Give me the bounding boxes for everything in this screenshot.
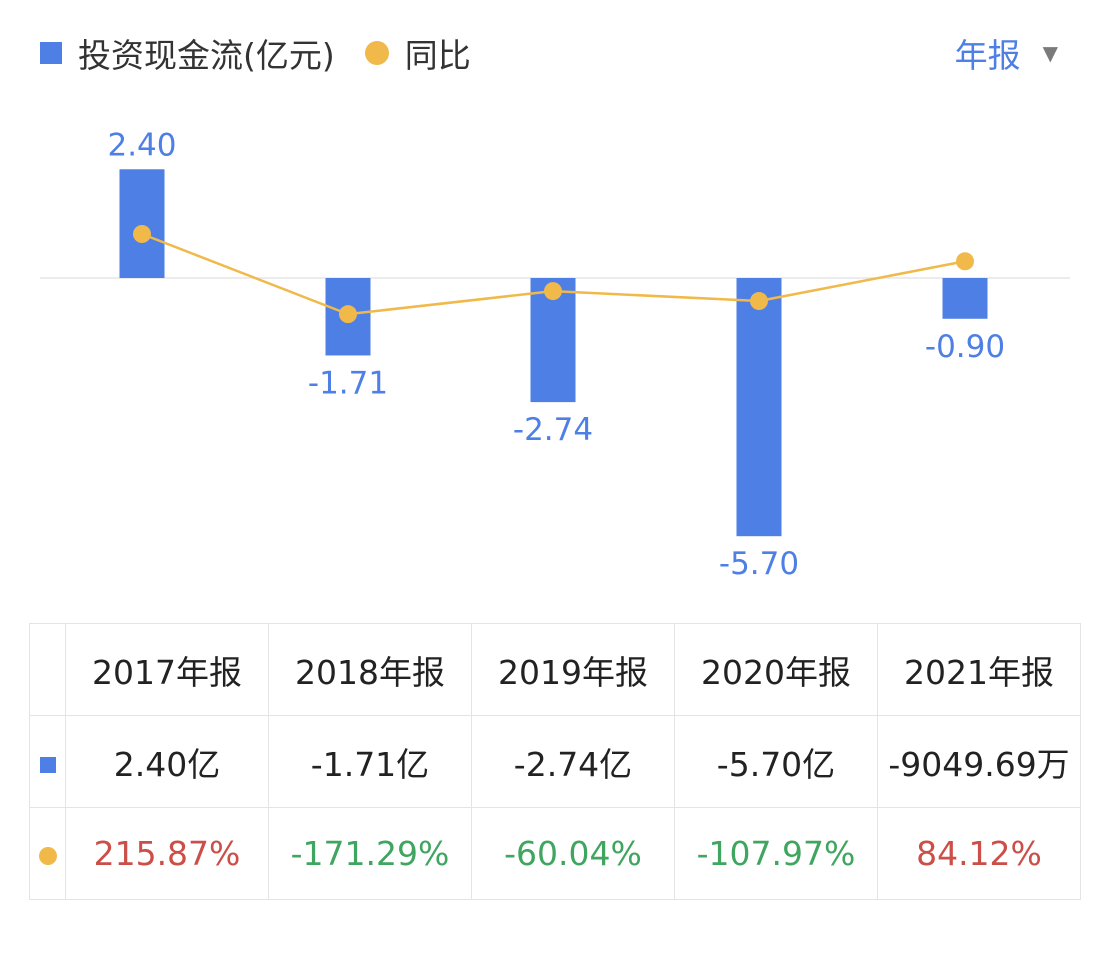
- legend-line-label: 同比: [404, 36, 471, 75]
- line-marker-cell: [29, 807, 66, 900]
- cash-flow-cell: -2.74亿: [471, 715, 675, 808]
- bar-value-label: -2.74: [513, 412, 593, 448]
- table-row-yoy: 215.87% -171.29% -60.04% -107.97% 84.12%: [29, 807, 1081, 900]
- cash-flow-cell: 2.40亿: [65, 715, 269, 808]
- yoy-point-2021年报: [956, 252, 974, 271]
- bar-2020年报: [736, 278, 782, 537]
- line-series-marker-icon: [38, 847, 57, 865]
- table-row-cash-flow: 2.40亿 -1.71亿 -2.74亿 -5.70亿 -9049.69万: [29, 715, 1081, 808]
- yoy-cell: -107.97%: [674, 807, 878, 900]
- yoy-cell: -171.29%: [268, 807, 472, 900]
- chart-legend: 投资现金流(亿元) 同比: [40, 30, 471, 76]
- yoy-cell: 215.87%: [65, 807, 269, 900]
- table-header-cell: 2018年报: [268, 623, 472, 716]
- bar-2017年报: [119, 169, 165, 278]
- period-selector[interactable]: 年报 ▼: [955, 30, 1058, 76]
- cash-flow-cell: -9049.69万: [877, 715, 1081, 808]
- caret-down-icon: ▼: [1042, 41, 1058, 65]
- table-header-cell: 2017年报: [65, 623, 269, 716]
- bar-series-marker-icon: [40, 42, 62, 64]
- cash-flow-cell: -1.71亿: [268, 715, 472, 808]
- legend-bar-label: 投资现金流(亿元): [78, 36, 335, 75]
- chart: 2.40 -1.71 -2.74 -5.70 -0.90: [40, 127, 1070, 582]
- bar-value-label: -1.71: [308, 365, 388, 401]
- yoy-point-2020年报: [750, 292, 768, 311]
- data-table: 2017年报 2018年报 2019年报 2020年报 2021年报 2.40亿…: [29, 623, 1081, 900]
- bar-series-marker-icon: [39, 757, 56, 773]
- bar-value-label: -5.70: [719, 546, 799, 582]
- yoy-point-2017年报: [133, 225, 151, 243]
- table-header-cell: 2020年报: [674, 623, 878, 716]
- bar-value-label: -0.90: [925, 329, 1005, 365]
- table-header-cell: 2021年报: [877, 623, 1081, 716]
- cash-flow-cell: -5.70亿: [674, 715, 878, 808]
- bar-2021年报: [942, 278, 988, 319]
- yoy-point-2018年报: [339, 305, 357, 324]
- yoy-cell: 84.12%: [877, 807, 1081, 900]
- line-series-marker-icon: [364, 41, 389, 65]
- yoy-point-2019年报: [544, 282, 562, 301]
- bar-value-label: 2.40: [107, 127, 176, 163]
- yoy-cell: -60.04%: [471, 807, 675, 900]
- table-header-cell: 2019年报: [471, 623, 675, 716]
- period-selector-label: 年报: [954, 36, 1021, 75]
- bar-marker-cell: [29, 715, 66, 808]
- table-header-row: 2017年报 2018年报 2019年报 2020年报 2021年报: [29, 623, 1081, 716]
- table-corner-cell: [29, 623, 66, 716]
